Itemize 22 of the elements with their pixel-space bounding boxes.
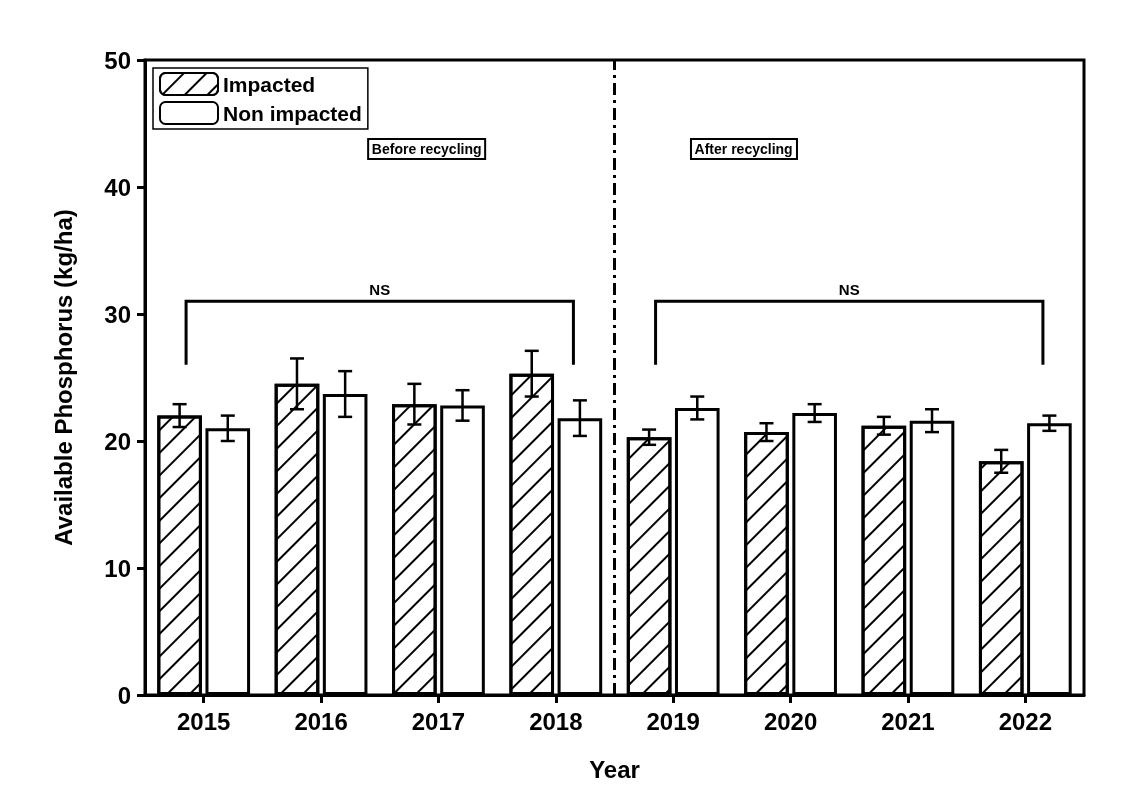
y-tick-label: 30 — [104, 300, 131, 328]
y-axis-title: Available Phosphorus (kg/ha) — [49, 209, 77, 546]
x-tick-label: 2019 — [646, 707, 700, 735]
y-tick-label: 50 — [104, 46, 131, 74]
legend-label: Non impacted — [223, 101, 362, 125]
x-tick-label: 2016 — [294, 707, 348, 735]
x-tick-label: 2018 — [529, 707, 583, 735]
annotation: NS — [838, 281, 860, 299]
annotation: After recycling — [689, 137, 798, 160]
annotation: Before recycling — [366, 137, 487, 160]
x-tick-label: 2017 — [411, 707, 466, 735]
y-tick-label: 40 — [104, 173, 131, 201]
y-tick-label: 10 — [104, 554, 131, 582]
x-axis-title: Year — [589, 755, 640, 783]
y-tick-label: 20 — [104, 427, 131, 455]
annotation: NS — [369, 281, 391, 299]
y-tick-label: 0 — [117, 681, 131, 709]
legend-label: Impacted — [223, 72, 316, 96]
x-tick-label: 2022 — [998, 707, 1053, 735]
x-tick-label: 2015 — [176, 707, 231, 735]
x-tick-label: 2021 — [881, 707, 935, 735]
x-tick-label: 2020 — [763, 707, 818, 735]
